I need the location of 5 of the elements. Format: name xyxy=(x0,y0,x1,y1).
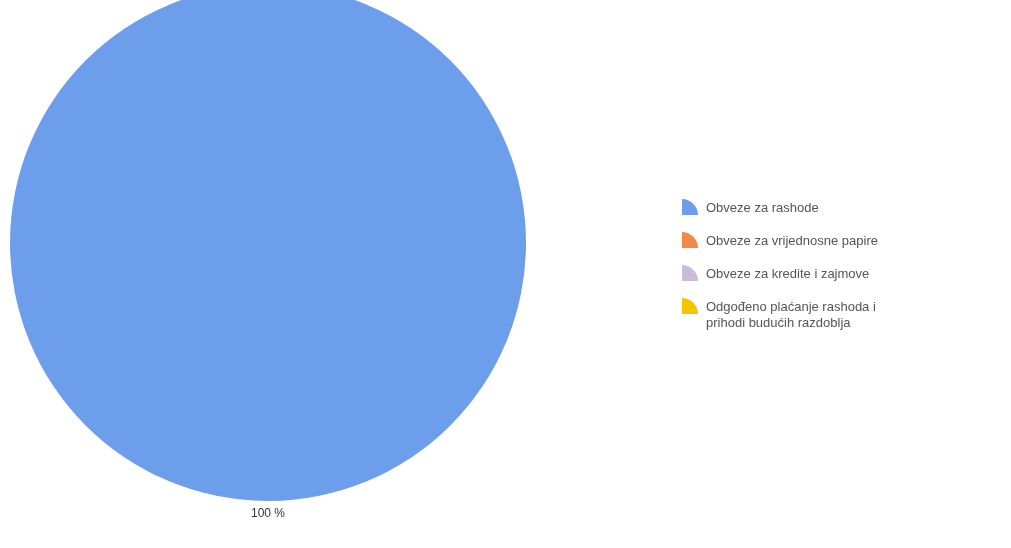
legend-label: Obveze za rashode xyxy=(706,199,819,215)
legend-label: Obveze za vrijednosne papire xyxy=(706,232,878,248)
legend-label: Odgođeno plaćanje rashoda i prihodi budućih razdoblja xyxy=(706,298,876,330)
legend-label: Obveze za kredite i zajmove xyxy=(706,265,870,281)
data-label: 100 % xyxy=(250,506,286,521)
